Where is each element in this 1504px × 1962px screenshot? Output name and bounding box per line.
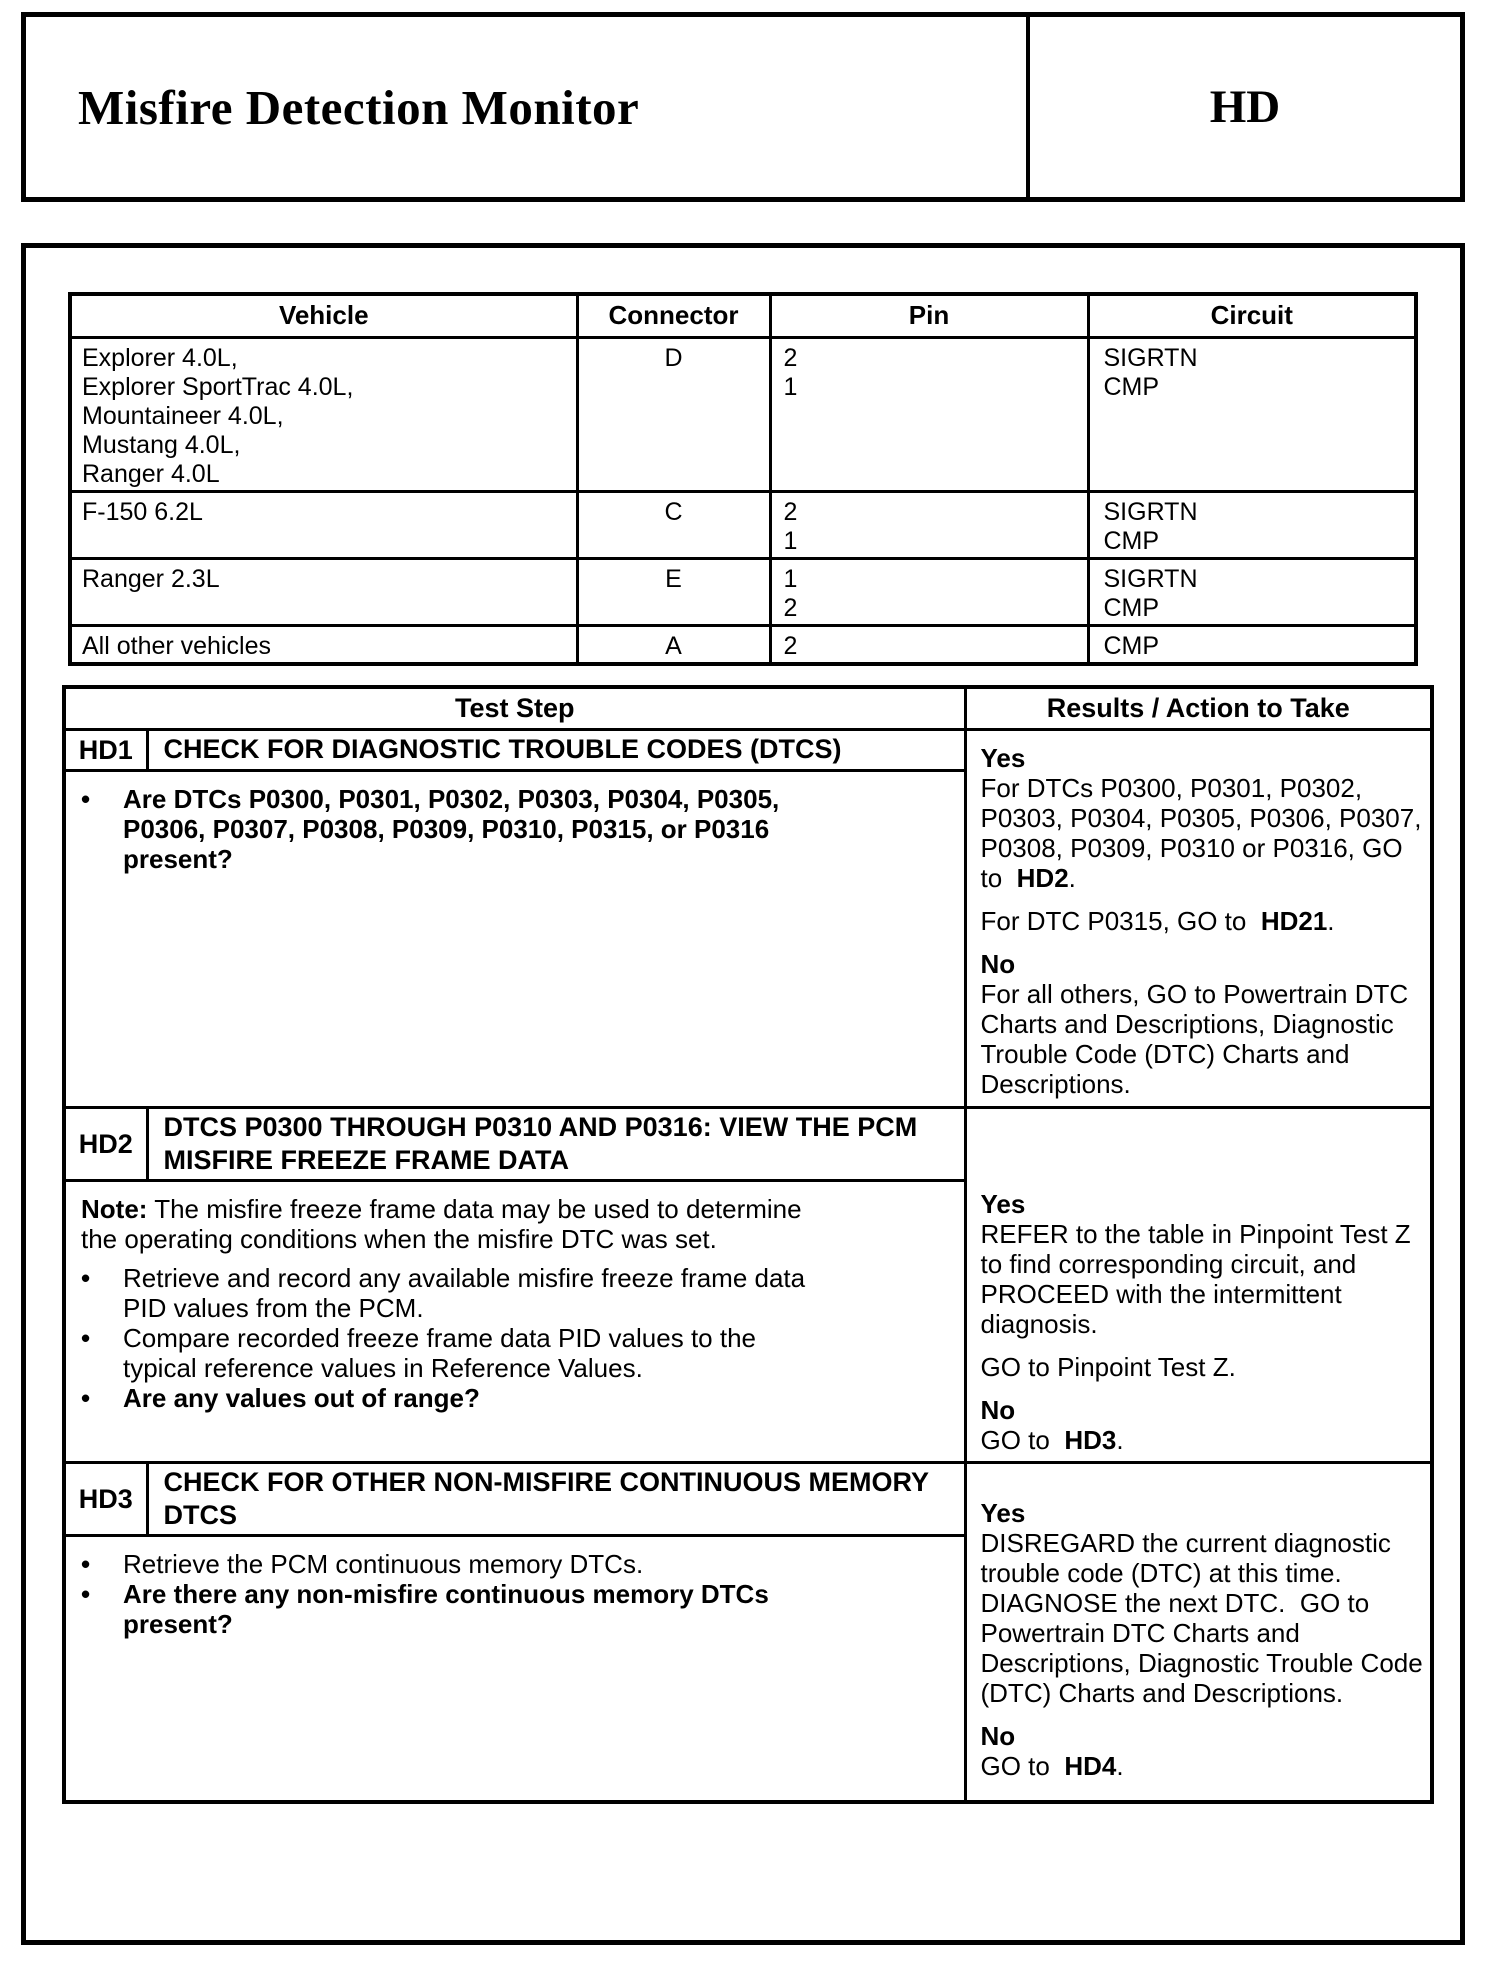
test-table-header-row: Test Step Results / Action to Take	[62, 685, 1434, 731]
connector-cell: D	[575, 335, 772, 493]
bullet-text: Are DTCs P0300, P0301, P0302, P0303, P03…	[123, 783, 787, 874]
table-row: All other vehicles A 2 CMP	[68, 623, 1418, 665]
vehicle-cell: All other vehicles	[68, 623, 579, 665]
vehicle-cell: Explorer 4.0L, Explorer SportTrac 4.0L, Mo…	[68, 335, 579, 493]
step-title-hd3: CHECK FOR OTHER NON-MISFIRE CONTINUOUS M…	[145, 1460, 967, 1537]
step-note: Note: The misfire freeze frame data may …	[81, 1193, 809, 1254]
step-id-hd1: HD1	[62, 727, 149, 772]
vehicle-cell: F-150 6.2L	[68, 489, 579, 560]
results-yes-label: Yes	[980, 1188, 1026, 1219]
results-yes-label: Yes	[980, 1497, 1026, 1528]
step-hd3-body-row: • Retrieve the PCM continuous memory DTC…	[62, 1533, 1432, 1804]
col-header-vehicle: Vehicle	[68, 292, 579, 339]
bullet-text: Are there any non-misfire continuous mem…	[123, 1578, 777, 1639]
results-no-label: No	[980, 1394, 1016, 1425]
step-hd3-title-row: HD3 CHECK FOR OTHER NON-MISFIRE CONTINUO…	[62, 1460, 1434, 1804]
bullet-text: Compare recorded freeze frame data PID v…	[123, 1322, 764, 1383]
bullet-text: Retrieve the PCM continuous memory DTCs.	[123, 1548, 644, 1579]
table-row: Explorer 4.0L, Explorer SportTrac 4.0L, Mo…	[68, 335, 1418, 493]
step-body-hd1: • Are DTCs P0300, P0301, P0302, P0303, P…	[62, 768, 967, 1109]
results-paragraph: GO to HD3.	[980, 1424, 1124, 1455]
connector-cell: A	[575, 623, 772, 665]
results-paragraph: DISREGARD the current diagnostic trouble…	[980, 1527, 1430, 1708]
col-header-pin: Pin	[768, 292, 1090, 339]
circuit-cell: SIGRTN CMP	[1086, 489, 1418, 560]
page-header: Misfire Detection Monitor HD	[21, 12, 1465, 202]
pinpoint-test-table: Test Step Results / Action to Take HD1 C…	[62, 685, 1434, 1804]
connector-cell: C	[575, 489, 772, 560]
content-box: Vehicle Connector Pin Circuit Explorer 4…	[21, 243, 1465, 1945]
connector-cell: E	[575, 556, 772, 627]
step-hd1-title-row: HD1 CHECK FOR DIAGNOSTIC TROUBLE CODES (…	[62, 727, 1434, 1109]
step-bullet: • Retrieve the PCM continuous memory DTC…	[66, 1549, 964, 1579]
bullet-text: Retrieve and record any available misfir…	[123, 1262, 813, 1323]
step-bullet: • Compare recorded freeze frame data PID…	[66, 1323, 964, 1383]
step-bullet: • Are DTCs P0300, P0301, P0302, P0303, P…	[66, 784, 964, 874]
results-paragraph: For DTCs P0300, P0301, P0302, P0303, P03…	[980, 772, 1429, 893]
vehicle-cell: Ranger 2.3L	[68, 556, 579, 627]
vehicle-connector-table: Vehicle Connector Pin Circuit Explorer 4…	[68, 292, 1418, 666]
step-hd2-title-row: HD2 DTCS P0300 THROUGH P0310 AND P0316: …	[62, 1105, 1434, 1464]
results-no-label: No	[980, 948, 1016, 979]
results-paragraph: GO to Pinpoint Test Z.	[980, 1351, 1236, 1382]
step-hd1-body-row: • Are DTCs P0300, P0301, P0302, P0303, P…	[62, 768, 1432, 1109]
results-paragraph: For DTC P0315, GO to HD21.	[980, 905, 1335, 936]
bullet-icon: •	[81, 1382, 91, 1413]
results-cell-hd3: Yes DISREGARD the current diagnostic tro…	[963, 1460, 1434, 1804]
step-title-text: CHECK FOR OTHER NON-MISFIRE CONTINUOUS M…	[163, 1466, 929, 1530]
step-bullet: • Retrieve and record any available misf…	[66, 1263, 964, 1323]
circuit-cell: CMP	[1086, 623, 1418, 665]
bullet-icon: •	[81, 1262, 91, 1293]
test-code: HD	[1209, 81, 1281, 133]
circuit-cell: SIGRTN CMP	[1086, 556, 1418, 627]
results-paragraph: GO to HD4.	[980, 1750, 1124, 1781]
col-header-connector: Connector	[575, 292, 772, 339]
results-paragraph: REFER to the table in Pinpoint Test Z to…	[980, 1218, 1418, 1339]
page-header-title-cell: Misfire Detection Monitor	[26, 17, 1030, 197]
bullet-text: Are any values out of range?	[123, 1382, 480, 1413]
results-cell-hd2: Yes REFER to the table in Pinpoint Test …	[963, 1105, 1434, 1464]
bullet-icon: •	[81, 1578, 91, 1609]
step-id-hd2: HD2	[62, 1105, 149, 1182]
page-title: Misfire Detection Monitor	[78, 79, 640, 135]
page-header-code-cell: HD	[1030, 17, 1460, 197]
bullet-icon: •	[81, 1322, 91, 1353]
step-title-hd2: DTCS P0300 THROUGH P0310 AND P0316: VIEW…	[145, 1105, 967, 1182]
pin-cell: 2	[768, 623, 1090, 665]
vehicle-table-header-row: Vehicle Connector Pin Circuit	[68, 292, 1418, 339]
results-cell-hd1: Yes For DTCs P0300, P0301, P0302, P0303,…	[963, 727, 1434, 1109]
step-title-hd1: CHECK FOR DIAGNOSTIC TROUBLE CODES (DTCS…	[145, 727, 967, 772]
step-bullet: • Are any values out of range?	[66, 1383, 964, 1413]
step-id-hd3: HD3	[62, 1460, 149, 1537]
step-body-hd3: • Retrieve the PCM continuous memory DTC…	[62, 1533, 967, 1804]
circuit-cell: SIGRTN CMP	[1086, 335, 1418, 493]
results-no-label: No	[980, 1720, 1016, 1751]
col-header-results: Results / Action to Take	[963, 685, 1434, 731]
col-header-test-step: Test Step	[62, 685, 967, 731]
results-paragraph: For all others, GO to Powertrain DTC Cha…	[980, 978, 1416, 1099]
results-yes-label: Yes	[980, 742, 1026, 773]
bullet-icon: •	[81, 1548, 91, 1579]
col-header-circuit: Circuit	[1086, 292, 1418, 339]
bullet-icon: •	[81, 783, 91, 814]
step-title-text: CHECK FOR DIAGNOSTIC TROUBLE CODES (DTCS…	[163, 734, 842, 764]
step-hd2-body-row: Note: The misfire freeze frame data may …	[62, 1178, 1432, 1464]
step-body-hd2: Note: The misfire freeze frame data may …	[62, 1178, 967, 1464]
step-title-text: DTCS P0300 THROUGH P0310 AND P0316: VIEW…	[163, 1111, 918, 1175]
step-bullet: • Are there any non-misfire continuous m…	[66, 1579, 964, 1639]
